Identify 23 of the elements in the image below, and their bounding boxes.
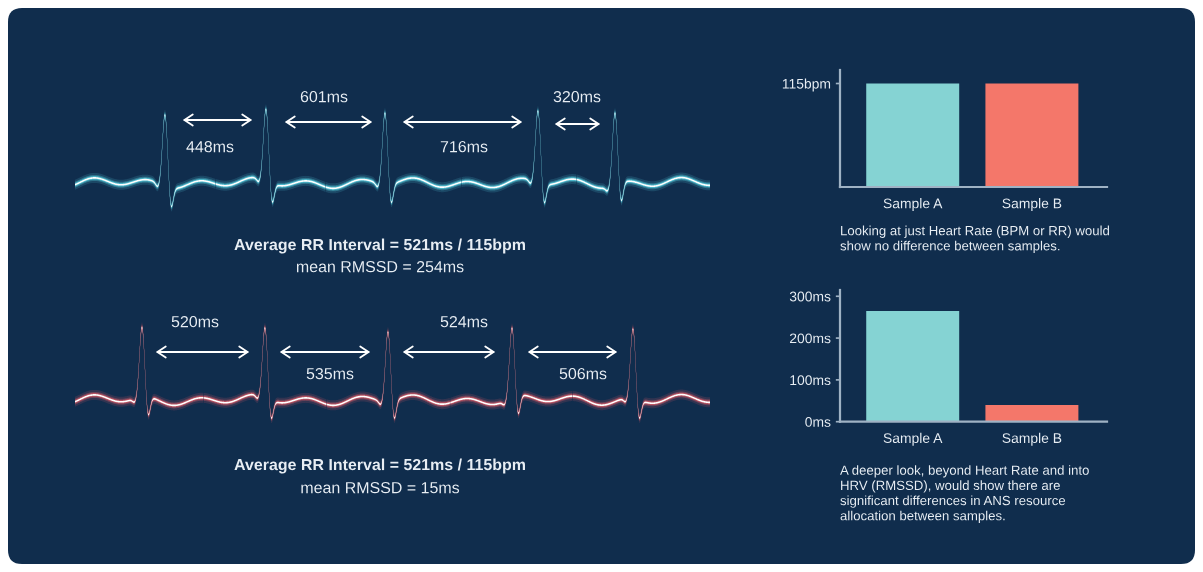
text: 520ms xyxy=(171,315,219,328)
text: 524ms xyxy=(440,315,488,328)
y-tick-label: 300ms xyxy=(789,291,831,302)
x-tick-label: Sample B xyxy=(1002,198,1062,212)
text: Average RR Interval = 521ms / 115bpm xyxy=(234,458,525,474)
x-tick-label: Sample B xyxy=(1002,432,1062,446)
text: 506ms xyxy=(559,367,607,380)
text: mean RMSSD = 15ms xyxy=(301,481,460,494)
x-tick-label: Sample A xyxy=(883,432,943,446)
y-tick-label: 100ms xyxy=(790,375,831,386)
x-tick-label: Sample A xyxy=(883,198,943,212)
text: A deeper look, beyond Heart Rate and into HRV (RMSSD), would show there are significant differences in ANS resource allocation between samples. xyxy=(840,465,1089,523)
text: 320ms xyxy=(553,90,601,103)
text: 601ms xyxy=(300,90,348,103)
text: 448ms xyxy=(186,140,234,153)
y-tick-label: 115bpm xyxy=(782,78,831,92)
y-tick-label: 0ms xyxy=(805,417,831,427)
text: mean RMSSD = 254ms xyxy=(296,260,464,273)
text: 716ms xyxy=(440,140,488,153)
text: Average RR Interval = 521ms / 115bpm xyxy=(234,238,525,254)
text: Looking at just Heart Rate (BPM or RR) would show no difference between samples. xyxy=(840,225,1110,254)
text: 535ms xyxy=(306,367,354,380)
y-tick-label: 200ms xyxy=(789,333,831,344)
